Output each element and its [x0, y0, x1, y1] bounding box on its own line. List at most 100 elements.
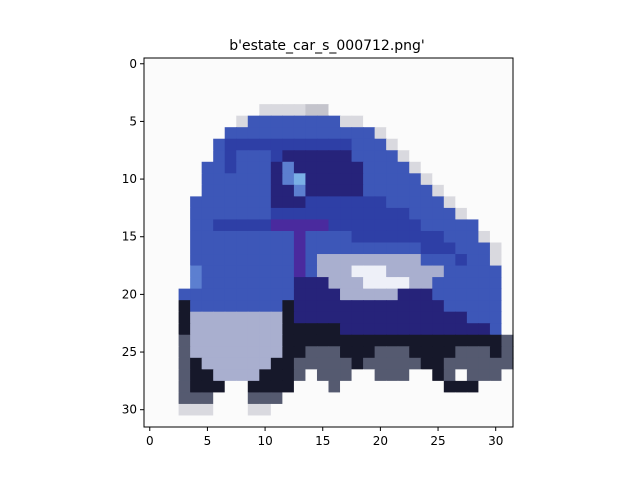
pixel-cell: [259, 277, 272, 290]
pixel-cell: [144, 150, 157, 163]
pixel-cell: [455, 254, 468, 267]
pixel-cell: [409, 346, 422, 359]
pixel-cell: [455, 369, 468, 382]
pixel-cell: [178, 242, 191, 255]
pixel-cell: [455, 346, 468, 359]
pixel-cell: [213, 288, 226, 301]
pixel-cell: [466, 265, 480, 278]
pixel-cell: [374, 369, 387, 382]
pixel-cell: [443, 196, 456, 209]
pixel-cell: [501, 173, 514, 186]
pixel-cell: [144, 265, 157, 278]
pixel-cell: [270, 207, 283, 221]
pixel-cell: [501, 369, 514, 382]
pixel-cell: [432, 311, 445, 324]
pixel-cell: [489, 81, 503, 94]
pixel-cell: [432, 69, 445, 82]
pixel-cell: [259, 196, 272, 209]
pixel-cell: [247, 58, 260, 71]
pixel-cell: [282, 196, 295, 209]
pixel-cell: [259, 161, 272, 174]
pixel-cell: [259, 127, 272, 140]
pixel-cell: [155, 254, 168, 267]
pixel-cell: [374, 392, 387, 405]
pixel-cell: [316, 92, 330, 105]
pixel-cell: [386, 104, 399, 117]
pixel-cell: [259, 104, 272, 117]
pixel-cell: [247, 81, 260, 94]
pixel-cell: [363, 403, 376, 417]
pixel-cell: [201, 242, 214, 255]
pixel-cell: [270, 104, 283, 117]
pixel-cell: [144, 184, 157, 197]
pixel-cell: [443, 69, 456, 82]
pixel-cell: [144, 196, 157, 209]
chart-title: b'estate_car_s_000712.png': [229, 38, 425, 54]
y-tick-label: 20: [122, 287, 137, 301]
pixel-cell: [224, 415, 237, 428]
pixel-cell: [386, 403, 399, 417]
pixel-cell: [363, 219, 376, 232]
pixel-cell: [328, 265, 341, 278]
pixel-cell: [409, 242, 422, 255]
pixel-cell: [167, 265, 180, 278]
pixel-cell: [374, 173, 387, 186]
pixel-cell: [224, 69, 237, 82]
pixel-cell: [363, 392, 376, 405]
pixel-cell: [501, 311, 514, 324]
pixel-cell: [489, 323, 503, 336]
pixel-cell: [478, 369, 491, 382]
pixel-cell: [351, 127, 364, 140]
pixel-cell: [167, 69, 180, 82]
pixel-cell: [328, 311, 341, 324]
pixel-cell: [432, 380, 445, 394]
pixel-cell: [236, 380, 249, 394]
pixel-cell: [144, 346, 157, 359]
pixel-cell: [144, 127, 157, 140]
pixel-cell: [478, 127, 491, 140]
pixel-cell: [363, 311, 376, 324]
pixel-cell: [144, 230, 157, 244]
pixel-cell: [478, 230, 491, 244]
x-tick-label: 15: [315, 434, 330, 448]
pixel-cell: [293, 369, 307, 382]
pixel-cell: [351, 392, 364, 405]
pixel-cell: [236, 196, 249, 209]
pixel-cell: [213, 403, 226, 417]
pixel-cell: [316, 115, 330, 128]
pixel-cell: [305, 138, 318, 151]
pixel-cell: [501, 380, 514, 394]
pixel-cell: [374, 69, 387, 82]
pixel-cell: [178, 300, 191, 313]
pixel-cell: [466, 81, 480, 94]
pixel-cell: [432, 403, 445, 417]
pixel-cell: [247, 173, 260, 186]
pixel-cell: [466, 346, 480, 359]
pixel-cell: [282, 184, 295, 197]
pixel-cell: [236, 207, 249, 221]
pixel-cell: [259, 415, 272, 428]
pixel-cell: [363, 369, 376, 382]
pixel-cell: [167, 184, 180, 197]
pixel-cell: [455, 150, 468, 163]
pixel-cell: [397, 230, 410, 244]
pixel-cell: [201, 277, 214, 290]
pixel-cell: [236, 254, 249, 267]
pixel-cell: [155, 300, 168, 313]
pixel-cell: [489, 69, 503, 82]
pixel-cell: [190, 173, 203, 186]
pixel-cell: [489, 334, 503, 347]
pixel-cell: [432, 138, 445, 151]
pixel-cell: [443, 81, 456, 94]
pixel-cell: [190, 403, 203, 417]
pixel-cell: [178, 92, 191, 105]
pixel-cell: [316, 346, 330, 359]
pixel-cell: [213, 173, 226, 186]
pixel-cell: [340, 311, 353, 324]
pixel-cell: [201, 92, 214, 105]
pixel-cell: [443, 184, 456, 197]
pixel-cell: [213, 415, 226, 428]
pixel-cell: [305, 265, 318, 278]
pixel-cell: [213, 277, 226, 290]
pixel-cell: [293, 138, 307, 151]
